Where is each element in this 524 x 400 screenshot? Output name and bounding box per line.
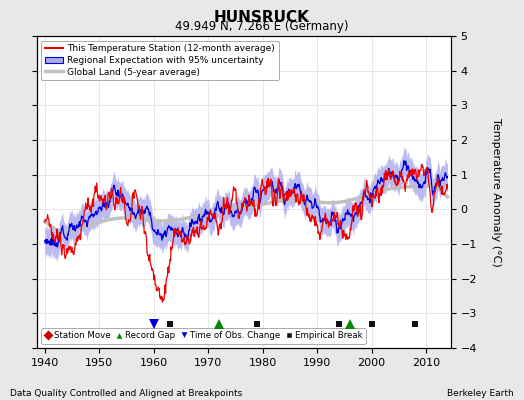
Text: Data Quality Controlled and Aligned at Breakpoints: Data Quality Controlled and Aligned at B…: [10, 389, 243, 398]
Text: Berkeley Earth: Berkeley Earth: [447, 389, 514, 398]
Text: 49.949 N, 7.266 E (Germany): 49.949 N, 7.266 E (Germany): [175, 20, 349, 33]
Y-axis label: Temperature Anomaly (°C): Temperature Anomaly (°C): [491, 118, 501, 266]
Text: HUNSRUCK: HUNSRUCK: [214, 10, 310, 25]
Legend: Station Move, Record Gap, Time of Obs. Change, Empirical Break: Station Move, Record Gap, Time of Obs. C…: [41, 328, 366, 344]
